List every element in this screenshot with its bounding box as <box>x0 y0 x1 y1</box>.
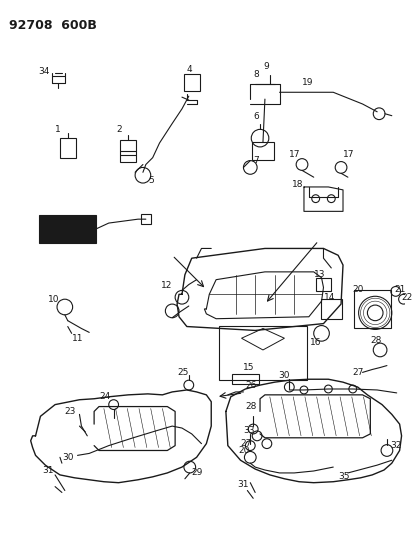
Text: 29: 29 <box>191 469 203 478</box>
Text: 11: 11 <box>71 334 83 343</box>
Text: 30: 30 <box>278 371 290 380</box>
Text: 27: 27 <box>240 439 251 448</box>
Text: 17: 17 <box>342 150 354 159</box>
Text: 28: 28 <box>370 336 381 345</box>
Text: 20: 20 <box>238 446 249 455</box>
Text: 3: 3 <box>40 236 46 245</box>
Text: 28: 28 <box>245 402 256 411</box>
Bar <box>140 214 150 224</box>
Bar <box>39 215 96 243</box>
Bar <box>252 142 273 159</box>
Text: 24: 24 <box>99 392 110 401</box>
Text: 23: 23 <box>65 407 76 416</box>
Text: 12: 12 <box>160 281 171 290</box>
Text: 8: 8 <box>253 70 259 79</box>
Text: 19: 19 <box>301 78 313 87</box>
Text: 35: 35 <box>337 472 349 481</box>
Text: 31: 31 <box>42 465 54 474</box>
Text: 31: 31 <box>237 480 249 489</box>
Bar <box>231 374 259 384</box>
Text: 10: 10 <box>48 295 59 304</box>
Bar <box>218 326 306 379</box>
Text: 30: 30 <box>62 453 73 462</box>
Bar <box>315 278 330 292</box>
Text: 20: 20 <box>352 285 363 294</box>
Text: 34: 34 <box>38 67 50 76</box>
Text: 5: 5 <box>147 175 153 184</box>
Text: 32: 32 <box>389 441 400 450</box>
Text: 17: 17 <box>289 150 300 159</box>
Text: 9: 9 <box>262 62 268 71</box>
Text: 16: 16 <box>309 337 320 346</box>
Text: 13: 13 <box>313 270 325 279</box>
Text: 26: 26 <box>245 381 256 390</box>
Text: 27: 27 <box>352 368 363 377</box>
Bar <box>320 299 341 319</box>
Bar <box>183 74 199 91</box>
Text: 18: 18 <box>292 180 303 189</box>
Text: 4: 4 <box>186 66 192 74</box>
Bar <box>60 138 76 158</box>
Bar <box>353 290 390 327</box>
Text: 33: 33 <box>243 426 254 435</box>
Bar <box>120 140 136 161</box>
Text: 6: 6 <box>253 112 259 121</box>
Text: 2: 2 <box>116 125 122 134</box>
Text: 14: 14 <box>323 293 334 302</box>
Text: 92708  600B: 92708 600B <box>9 19 97 32</box>
Text: 15: 15 <box>243 363 254 372</box>
Text: 21: 21 <box>394 285 405 294</box>
Text: 22: 22 <box>401 293 412 302</box>
Text: 7: 7 <box>253 156 259 165</box>
Text: 25: 25 <box>177 368 188 377</box>
Text: 1: 1 <box>55 125 61 134</box>
